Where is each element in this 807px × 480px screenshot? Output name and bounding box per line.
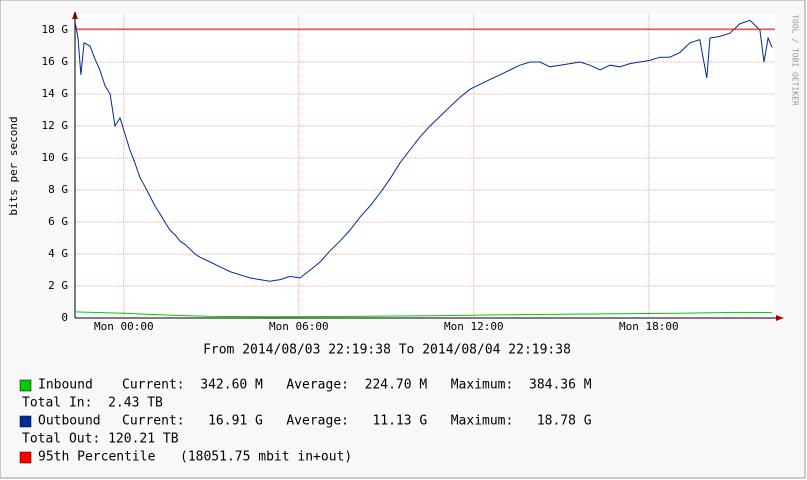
legend-stats: (18051.75 mbit in+out) (180, 450, 352, 465)
legend-swatch (19, 415, 32, 428)
legend-stats: Current: 342.60 M Average: 224.70 M Maxi… (122, 378, 592, 393)
y-tick-label: 4 G (48, 247, 68, 260)
legend-total: Total Out: 120.21 TB (22, 432, 179, 447)
y-tick-label: 6 G (48, 215, 68, 228)
legend-stats: Current: 16.91 G Average: 11.13 G Maximu… (122, 414, 592, 429)
legend-total: Total In: 2.43 TB (22, 396, 163, 411)
subtitle: From 2014/08/03 22:19:38 To 2014/08/04 2… (203, 343, 571, 358)
x-tick-label: Mon 06:00 (269, 320, 329, 333)
x-tick-label: Mon 12:00 (444, 320, 504, 333)
watermark: TOOL / TOBI OETIKER (791, 14, 800, 106)
x-tick-label: Mon 00:00 (94, 320, 154, 333)
axis-arrow (776, 315, 784, 321)
legend-label: Outbound (38, 414, 101, 429)
y-tick-label: 12 G (42, 119, 69, 132)
y-tick-label: 18 G (42, 23, 69, 36)
x-tick-label: Mon 18:00 (619, 320, 679, 333)
y-tick-label: 16 G (42, 55, 69, 68)
legend-label: 95th Percentile (38, 450, 156, 465)
legend-swatch (19, 379, 32, 392)
legend-label: Inbound (38, 378, 93, 393)
y-tick-label: 10 G (42, 151, 69, 164)
series-line (74, 19, 773, 282)
series-line (75, 311, 773, 318)
y-tick-label: 8 G (48, 183, 68, 196)
legend-swatch (19, 451, 32, 464)
y-tick-label: 14 G (42, 87, 69, 100)
y-tick-label: 0 (61, 311, 68, 324)
y-tick-label: 2 G (48, 279, 68, 292)
plot-area (75, 14, 775, 318)
y-axis-label: bits per second (7, 116, 20, 215)
